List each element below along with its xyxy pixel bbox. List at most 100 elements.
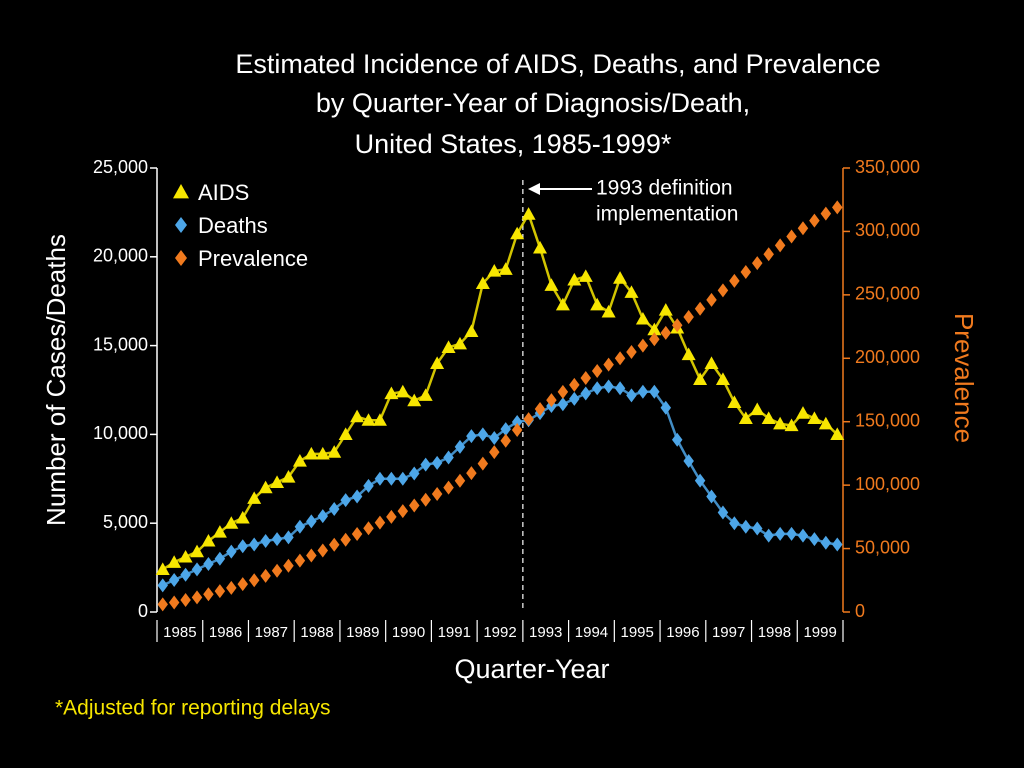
x-tick-label: 1989 [346, 624, 379, 641]
point [773, 416, 788, 430]
point [168, 595, 180, 610]
point [260, 568, 271, 583]
point [235, 510, 250, 524]
point [395, 384, 410, 398]
point [774, 526, 786, 541]
point [258, 480, 273, 494]
point [294, 519, 306, 534]
point [363, 521, 374, 536]
point [430, 356, 445, 369]
point [820, 535, 832, 550]
point [498, 262, 513, 275]
point [397, 504, 409, 519]
point [489, 445, 500, 460]
point [487, 264, 502, 277]
point [637, 384, 649, 399]
point [706, 292, 717, 307]
point [510, 226, 525, 240]
chart-title: United States, 1985-1999* [355, 129, 672, 159]
y-tick-label: 15,000 [93, 334, 148, 354]
legend-label: Deaths [198, 213, 268, 238]
point [351, 489, 363, 504]
point [338, 427, 353, 440]
point [555, 297, 570, 311]
y2-tick-label: 200,000 [855, 347, 920, 367]
point [613, 271, 628, 284]
x-tick-label: 1995 [621, 624, 654, 641]
point [500, 422, 511, 437]
x-tick-label: 1997 [712, 624, 745, 641]
point [578, 269, 593, 282]
point [157, 597, 168, 612]
point [304, 446, 319, 460]
point [511, 422, 523, 437]
point [797, 221, 809, 236]
point [443, 450, 454, 465]
y2-tick-label: 50,000 [855, 537, 910, 557]
point [454, 439, 466, 454]
point [763, 528, 774, 543]
x-tick-label: 1994 [575, 624, 608, 641]
point [786, 526, 797, 541]
point [306, 514, 317, 529]
point [727, 395, 742, 409]
point [475, 276, 490, 290]
point [372, 413, 387, 426]
point [752, 256, 763, 271]
point [603, 379, 614, 394]
point [671, 432, 683, 447]
point [740, 519, 752, 534]
point [180, 567, 191, 582]
point [226, 580, 237, 595]
point [624, 285, 639, 298]
point [191, 562, 203, 577]
point [190, 544, 205, 558]
point [466, 466, 477, 481]
point [567, 272, 582, 286]
point [431, 455, 443, 470]
point [340, 493, 351, 508]
point [489, 430, 500, 445]
point [694, 473, 706, 488]
point [820, 206, 832, 221]
point [409, 498, 420, 513]
point [247, 491, 262, 504]
point [374, 515, 386, 530]
point [317, 509, 329, 524]
point [715, 372, 730, 385]
point [500, 433, 511, 448]
point [283, 530, 294, 545]
y2-tick-label: 300,000 [855, 220, 920, 240]
point [626, 388, 637, 403]
chart-title: Estimated Incidence of AIDS, Deaths, and… [235, 49, 880, 79]
point [614, 381, 626, 396]
annotation: implementation [596, 203, 738, 226]
point [315, 446, 330, 460]
point [832, 200, 843, 215]
point [168, 573, 180, 588]
point [363, 478, 374, 493]
point [212, 525, 227, 538]
point [407, 393, 422, 407]
point [511, 414, 523, 429]
point [830, 427, 845, 440]
point [546, 393, 557, 408]
x-tick-label: 1990 [392, 624, 425, 641]
point [637, 338, 649, 353]
point [384, 386, 399, 400]
point [729, 273, 740, 288]
y2-tick-label: 0 [855, 601, 865, 621]
point [740, 265, 752, 280]
point [569, 391, 580, 406]
point [203, 557, 214, 572]
point [533, 240, 548, 254]
y2-axis-label: Prevalence [949, 313, 979, 443]
point [683, 310, 694, 325]
point [797, 528, 809, 543]
point [660, 325, 672, 340]
point [557, 397, 569, 412]
point [178, 549, 193, 563]
point [317, 543, 329, 558]
point [418, 388, 433, 401]
point [271, 563, 283, 578]
